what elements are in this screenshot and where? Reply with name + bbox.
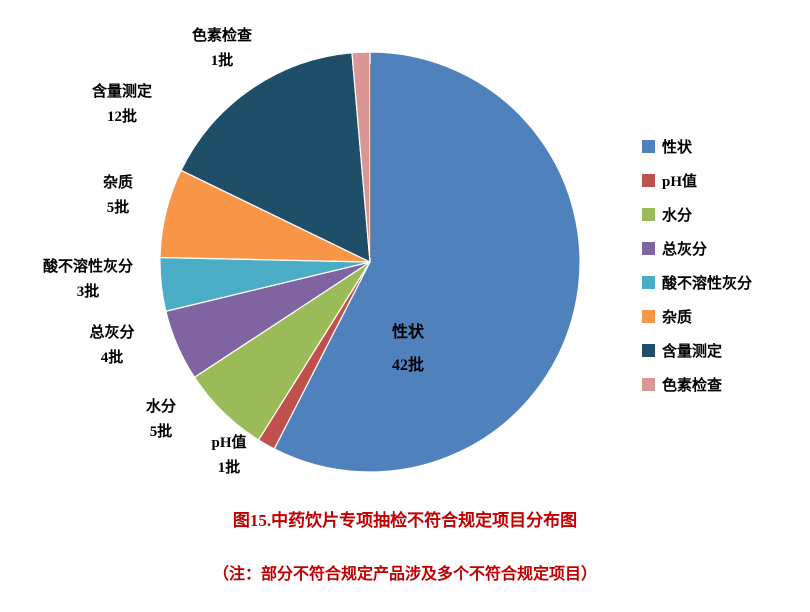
slice-label-value: 1批 <box>217 460 241 476</box>
legend-label: 色素检查 <box>662 378 723 394</box>
slice-label-value: 5批 <box>106 200 130 216</box>
pie-slice <box>180 52 371 264</box>
legend-item: 酸不溶性灰分 <box>642 272 752 293</box>
slice-label: 含量测定 12批 <box>92 80 152 130</box>
slice-label-name: 水分 <box>145 399 177 415</box>
legend-item: 色素检查 <box>642 374 752 395</box>
legend: 性状 pH值水分总灰分酸不溶性灰分 杂质含量测定色素检查 <box>642 136 752 395</box>
legend-swatch <box>642 208 655 221</box>
slice-label: 酸不溶性灰分 3批 <box>43 255 133 305</box>
legend-label: 含量测定 <box>662 344 723 360</box>
legend-label: 水分 <box>662 208 693 224</box>
legend-item: 含量测定 <box>642 340 752 361</box>
slice-label-value: 4批 <box>100 350 124 366</box>
legend-swatch <box>642 310 655 323</box>
slice-label: 水分 5批 <box>146 395 176 445</box>
slice-label-value: 1批 <box>210 53 234 69</box>
slice-label: 性状 42批 <box>392 316 424 382</box>
legend-label: 总灰分 <box>662 242 708 258</box>
legend-item: pH值 <box>642 170 752 191</box>
legend-swatch <box>642 276 655 289</box>
slice-label-name: 总灰分 <box>89 325 135 341</box>
pie-slice <box>273 51 581 473</box>
figure-caption: 图15.中药饮片专项抽检不符合规定项目分布图 <box>232 511 578 530</box>
slice-label-name: 杂质 <box>102 175 134 191</box>
figure-note: （注：部分不符合规定产品涉及多个不符合规定项目） <box>212 566 597 583</box>
legend-item: 性状 <box>642 136 752 157</box>
legend-swatch <box>642 378 655 391</box>
slice-label-value: 12批 <box>106 109 138 125</box>
legend-label: pH值 <box>662 174 698 190</box>
slice-label: 色素检查 1批 <box>192 24 252 74</box>
slice-label-name: pH值 <box>211 435 247 451</box>
slice-label: 总灰分 4批 <box>89 321 134 371</box>
legend-item: 杂质 <box>642 306 752 327</box>
legend-swatch <box>642 140 655 153</box>
legend-item: 总灰分 <box>642 238 752 259</box>
legend-label: 酸不溶性灰分 <box>662 276 753 292</box>
slice-label-name: 含量测定 <box>91 84 153 100</box>
slice-label-name: 色素检查 <box>191 28 253 44</box>
slice-label-name: 性状 <box>391 324 425 341</box>
legend-item: 水分 <box>642 204 752 225</box>
legend-swatch <box>642 242 655 255</box>
slice-label: 杂质 5批 <box>103 171 133 221</box>
legend-swatch <box>642 174 655 187</box>
legend-label: 性状 <box>662 140 693 156</box>
slice-label-name: 酸不溶性灰分 <box>42 259 134 275</box>
slice-label-value: 42批 <box>391 357 425 374</box>
pie-chart: 性状 42批 pH值 1批 水分 5批 总灰分 4批 酸不溶性灰分 3批 杂质 5批 含量测定 12批 色素… <box>43 24 752 481</box>
legend-swatch <box>642 344 655 357</box>
slice-label-value: 3批 <box>76 284 100 300</box>
slice-label: pH值 1批 <box>211 431 246 481</box>
legend-label: 杂质 <box>662 310 693 326</box>
pie-slice <box>351 51 371 263</box>
pie <box>159 51 581 473</box>
slice-label-value: 5批 <box>149 424 173 440</box>
